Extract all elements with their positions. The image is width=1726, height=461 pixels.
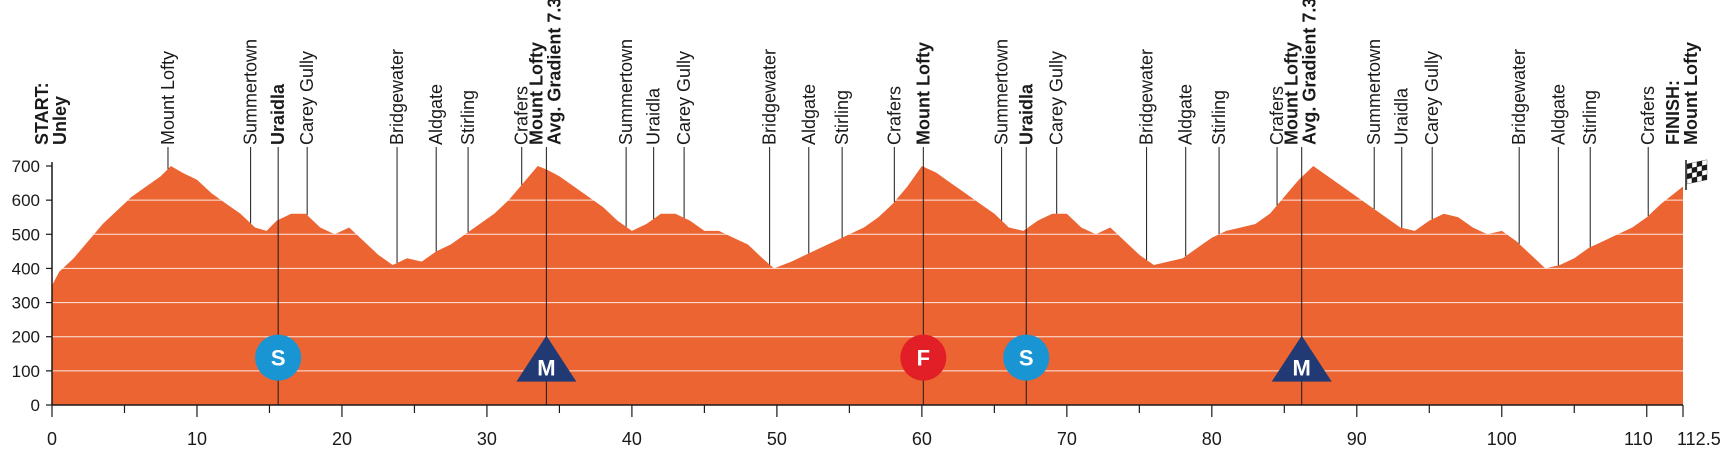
x-tick-label: 90 [1347,429,1367,449]
waypoint-label: Stirling [1209,90,1229,145]
waypoint-sublabel: Avg. Gradient 7.3% [1300,0,1320,145]
waypoint-label: Uraidla [1016,83,1036,145]
waypoint-label: Crafers [884,86,904,145]
waypoint-label: Aldgate [1176,84,1196,145]
marker-label: F [917,346,930,371]
waypoint-label: Carey Gully [297,51,317,145]
x-tick-label: 60 [912,429,932,449]
profile-area [52,166,1683,405]
waypoint-label: Mount Lofty [913,42,933,145]
waypoint-label: Aldgate [426,84,446,145]
waypoint-label: FINISH: [1663,80,1683,145]
waypoint-label: Aldgate [799,84,819,145]
x-tick-label: 80 [1202,429,1222,449]
x-tick-label: 70 [1057,429,1077,449]
waypoint-sublabel: Unley [50,96,70,145]
waypoint-label: Summertown [1364,39,1384,145]
waypoint-label: Stirling [458,90,478,145]
waypoint-label: Carey Gully [1047,51,1067,145]
flag-square [1696,175,1703,183]
waypoint-label: Stirling [832,90,852,145]
waypoint-sublabel: Avg. Gradient 7.3% [544,0,564,145]
waypoint-label: Bridgewater [1509,49,1529,145]
x-tick-label: 10 [187,429,207,449]
waypoint-label: Crafers [1638,86,1658,145]
y-tick-label: 400 [12,259,40,278]
waypoint-label: Crafers [512,86,532,145]
marker-label: S [1019,346,1034,371]
waypoint-label: Uraidla [644,87,664,145]
marker-label: S [271,346,286,371]
x-tick-label: 112.5 [1677,429,1721,449]
x-tick-label: 110 [1624,429,1653,449]
marker-label: M [1293,356,1311,381]
flag-square [1686,177,1693,185]
x-tick-label: 40 [622,429,642,449]
y-tick-label: 600 [12,191,40,210]
y-tick-label: 0 [31,396,40,415]
waypoint-label: Carey Gully [1422,51,1442,145]
waypoint-label: Uraidla [1392,87,1412,145]
y-tick-label: 300 [12,294,40,313]
kom-triangle-icon [516,335,577,382]
waypoint-label: Mount Lofty [526,42,546,145]
finish-circle-icon [900,334,947,381]
waypoint-label: Summertown [616,39,636,145]
x-tick-label: 50 [767,429,787,449]
y-tick-label: 500 [12,225,40,244]
waypoint-label: START: [32,82,52,145]
waypoint-sublabel: Mount Lofty [1681,42,1701,145]
waypoint-label: Summertown [241,39,261,145]
marker-label: M [537,356,555,381]
flag-square [1691,176,1698,184]
x-tick-label: 30 [477,429,497,449]
waypoint-label: Summertown [992,39,1012,145]
waypoint-label: Mount Lofty [1282,42,1302,145]
y-tick-label: 700 [12,157,40,176]
waypoint-label: Mount Lofty [158,51,178,145]
waypoint-label: Bridgewater [387,49,407,145]
waypoint-label: Aldgate [1548,84,1568,145]
sprint-circle-icon [1003,334,1050,381]
waypoint-label: Crafers [1267,86,1287,145]
kom-triangle-icon [1271,335,1332,382]
x-tick-label: 0 [47,429,57,449]
y-tick-label: 100 [12,362,40,381]
waypoint-label: Stirling [1580,90,1600,145]
x-tick-label: 100 [1487,429,1517,449]
waypoint-label: Carey Gully [674,51,694,145]
waypoint-label: Bridgewater [1137,49,1157,145]
waypoint-label: Uraidla [268,83,288,145]
x-tick-label: 20 [332,429,352,449]
waypoint-label: Bridgewater [760,49,780,145]
y-tick-label: 200 [12,328,40,347]
sprint-circle-icon [255,334,302,381]
checkered-flag-icon [1686,159,1708,185]
flag-square [1701,174,1708,181]
